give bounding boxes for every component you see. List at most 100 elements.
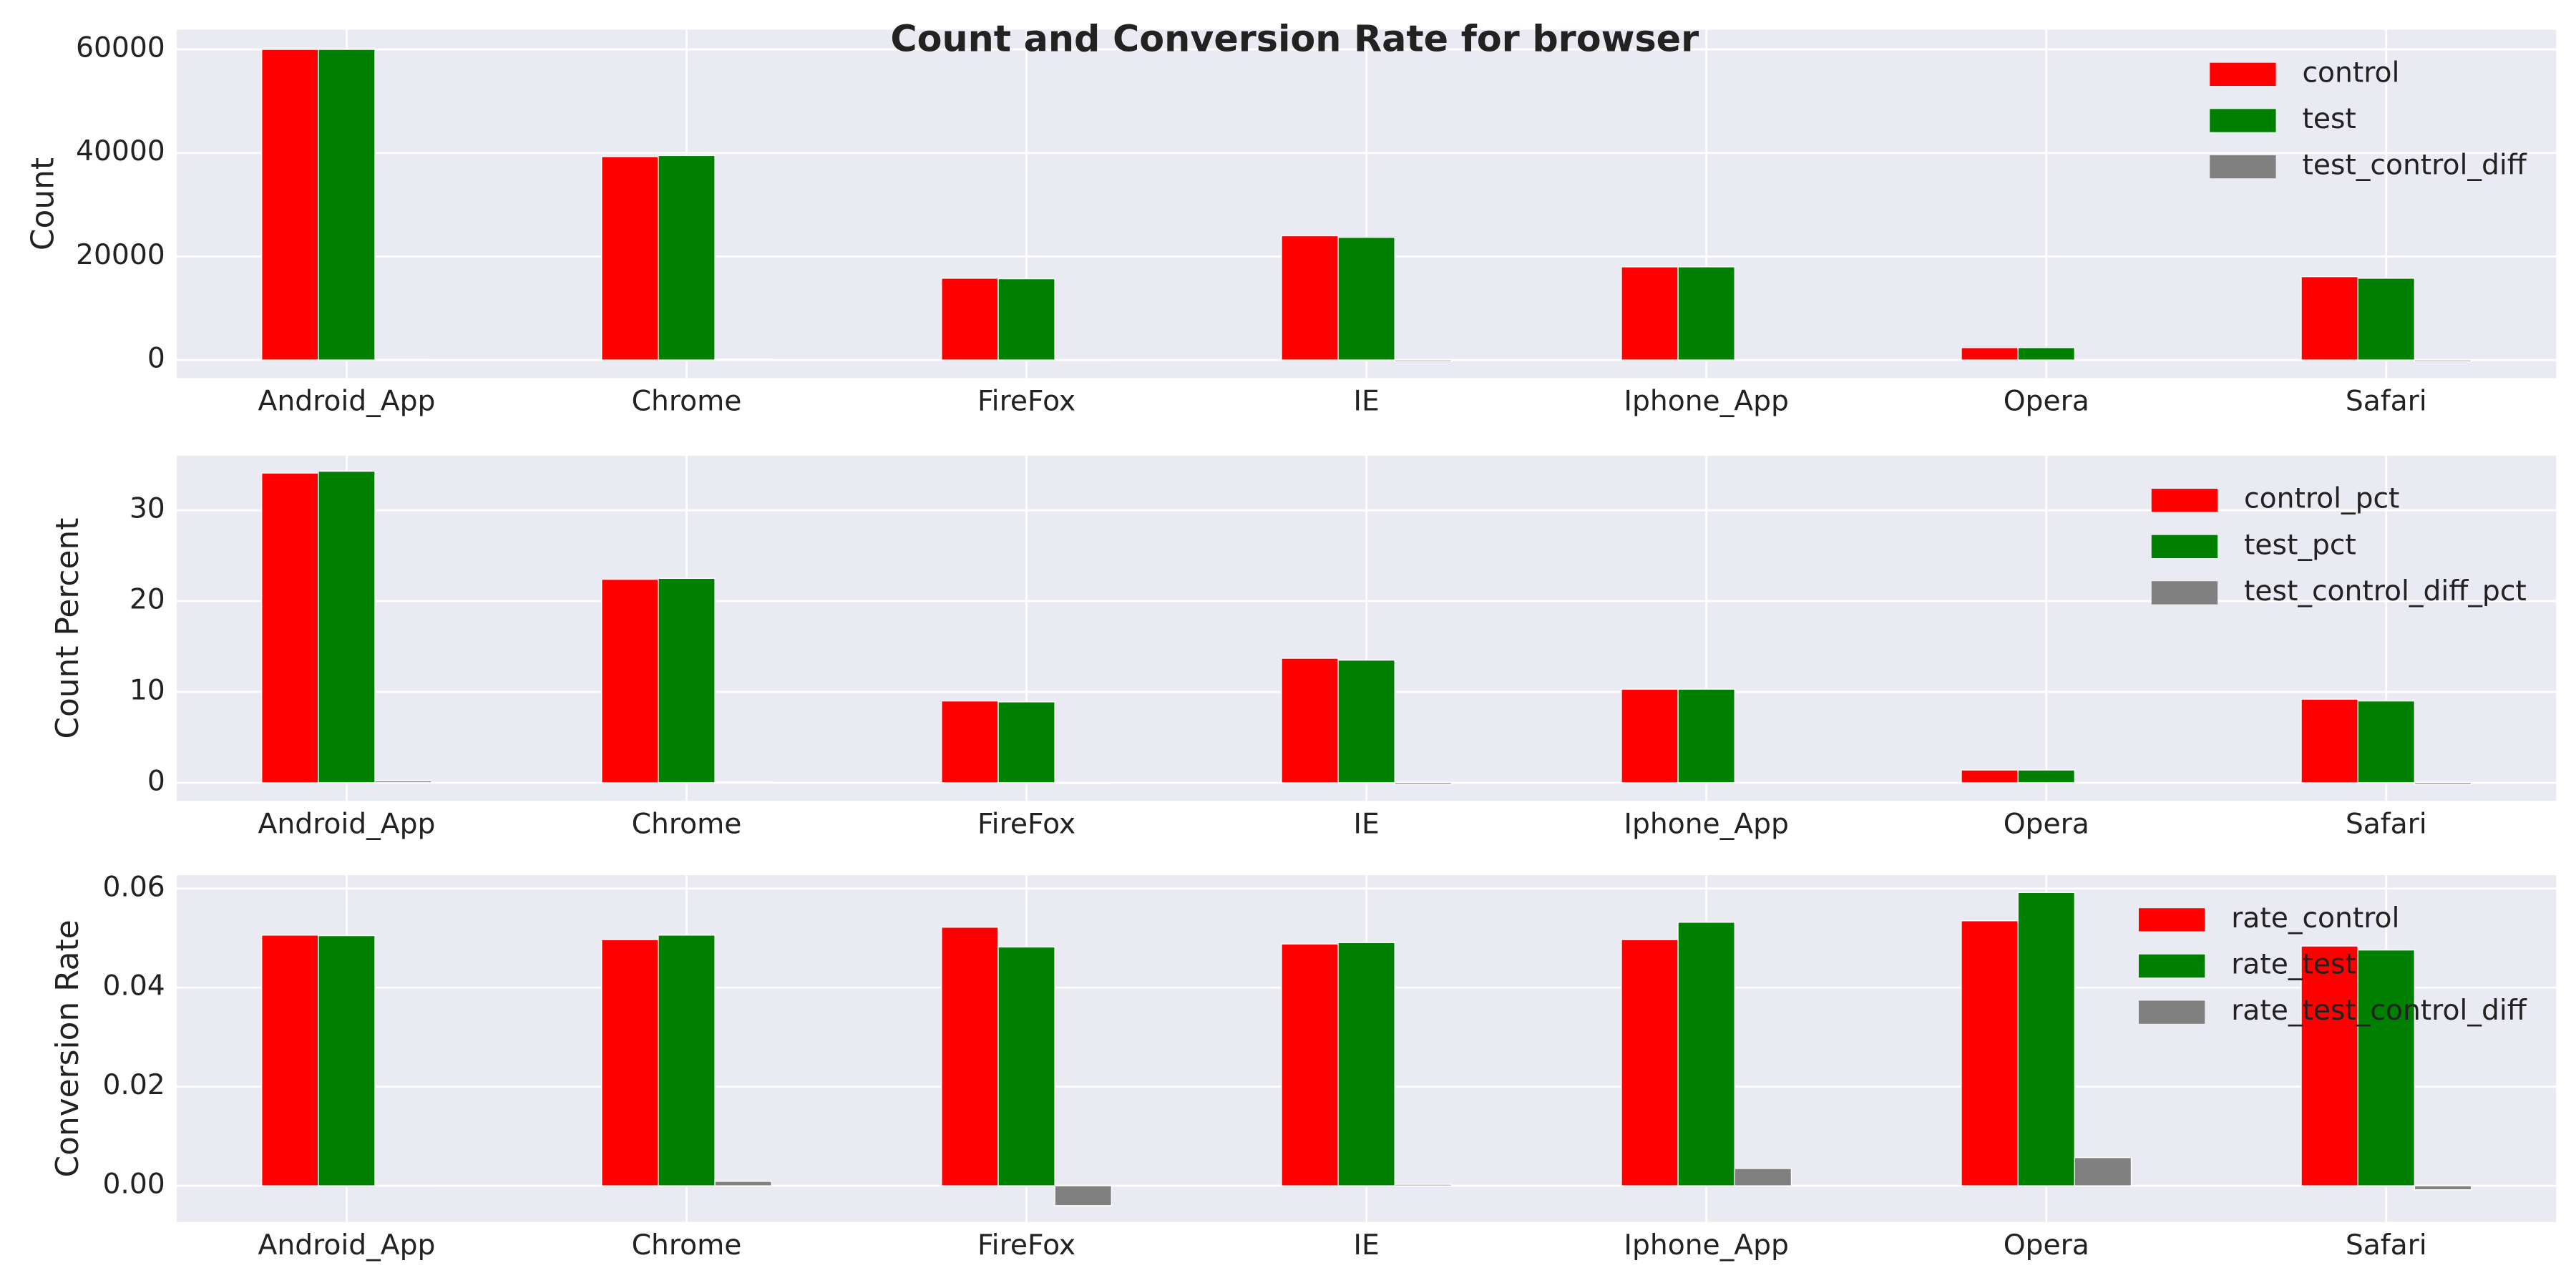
y-tick-label: 30 bbox=[130, 493, 165, 525]
y-axis-label: Count Percent bbox=[49, 518, 86, 739]
bar bbox=[1337, 236, 1395, 361]
x-tick-label: IE bbox=[1353, 1229, 1379, 1262]
bar bbox=[1281, 658, 1339, 784]
bar bbox=[2074, 1156, 2132, 1186]
bar bbox=[374, 358, 432, 361]
bar bbox=[1054, 782, 1113, 784]
x-tick-label: Chrome bbox=[632, 808, 742, 840]
legend: rate_control rate_test rate_test_control_d… bbox=[2138, 902, 2527, 1027]
bar bbox=[2301, 698, 2358, 784]
legend-label: rate_control bbox=[2231, 902, 2399, 935]
bar bbox=[601, 156, 659, 361]
y-tick-label: 60000 bbox=[76, 32, 165, 64]
x-tick-label: Opera bbox=[2004, 386, 2089, 418]
y-tick-label: 40000 bbox=[76, 135, 165, 167]
bar bbox=[601, 578, 659, 784]
bar bbox=[941, 927, 999, 1186]
bar bbox=[2357, 700, 2416, 784]
x-tick-label: Iphone_App bbox=[1624, 1229, 1789, 1262]
bar bbox=[1677, 922, 1735, 1186]
bar bbox=[2414, 1185, 2472, 1191]
bar bbox=[1961, 920, 2019, 1186]
x-tick-label: FireFox bbox=[977, 808, 1075, 840]
bar bbox=[714, 781, 772, 784]
legend-label: control bbox=[2302, 57, 2399, 89]
y-tick-label: 0.04 bbox=[102, 970, 165, 1002]
legend-label: rate_test_control_diff bbox=[2231, 995, 2527, 1027]
x-tick-label: Chrome bbox=[632, 1229, 742, 1262]
x-tick-label: FireFox bbox=[977, 386, 1075, 418]
subplot: 0.00 0.02 0.04 0.06 Android_App Chrome FireFox… bbox=[49, 871, 2557, 1262]
bar bbox=[2017, 892, 2076, 1186]
y-tick-label: 20 bbox=[130, 584, 165, 616]
x-tick-label: Android_App bbox=[258, 808, 436, 840]
bar bbox=[1337, 659, 1395, 784]
bar bbox=[374, 780, 432, 784]
x-tick-label: FireFox bbox=[977, 1229, 1075, 1262]
subplot: 0 10 20 30 Android_App Chrome FireFox IE Iphone_… bbox=[49, 455, 2557, 840]
x-tick-label: Iphone_App bbox=[1624, 808, 1789, 840]
bar bbox=[1734, 1168, 1792, 1186]
y-axis-label: Count bbox=[24, 157, 61, 250]
bar bbox=[2301, 275, 2358, 361]
legend-label: rate_test bbox=[2231, 949, 2356, 981]
bar bbox=[260, 935, 319, 1186]
legend-swatch bbox=[2151, 489, 2218, 512]
bar bbox=[1054, 1185, 1113, 1206]
bar bbox=[1677, 688, 1735, 784]
bar bbox=[2301, 945, 2358, 1186]
bar bbox=[318, 470, 376, 784]
bar bbox=[260, 49, 319, 361]
y-tick-label: 0.02 bbox=[102, 1069, 165, 1101]
y-tick-label: 10 bbox=[130, 674, 165, 706]
bar bbox=[2414, 359, 2472, 363]
bar bbox=[1961, 769, 2019, 784]
bar bbox=[1054, 359, 1113, 361]
bar bbox=[1621, 688, 1679, 784]
bar bbox=[1621, 939, 1679, 1186]
legend: control test test_control_diff bbox=[2210, 57, 2527, 182]
x-tick-label: Chrome bbox=[632, 386, 742, 418]
x-tick-label: IE bbox=[1353, 808, 1379, 840]
y-tick-label: 0.00 bbox=[102, 1169, 165, 1201]
bar bbox=[1394, 359, 1453, 363]
y-tick-label: 20000 bbox=[76, 239, 165, 271]
bar bbox=[2414, 782, 2472, 786]
bar bbox=[941, 278, 999, 361]
legend-swatch bbox=[2151, 535, 2218, 558]
legend-swatch bbox=[2210, 109, 2276, 132]
legend-swatch bbox=[2138, 908, 2205, 932]
bar bbox=[658, 935, 716, 1186]
legend-label: test_pct bbox=[2244, 529, 2356, 561]
y-tick-label: 0.06 bbox=[102, 871, 165, 903]
bar bbox=[1394, 1184, 1453, 1186]
bar bbox=[601, 939, 659, 1186]
bar bbox=[1394, 782, 1453, 786]
legend-swatch bbox=[2210, 155, 2276, 179]
y-axis-label: Conversion Rate bbox=[49, 919, 86, 1177]
bar bbox=[318, 935, 376, 1186]
x-tick-label: Opera bbox=[2004, 1229, 2089, 1262]
x-tick-label: Iphone_App bbox=[1624, 386, 1789, 418]
x-tick-label: Safari bbox=[2346, 386, 2427, 418]
figure-title: Count and Conversion Rate for browser bbox=[890, 18, 1699, 60]
y-tick-label: 0 bbox=[147, 765, 165, 797]
bar bbox=[714, 358, 772, 361]
legend-label: control_pct bbox=[2244, 483, 2399, 515]
x-tick-label: IE bbox=[1353, 386, 1379, 418]
y-tick-label: 0 bbox=[147, 343, 165, 375]
bar bbox=[1621, 266, 1679, 361]
bar bbox=[318, 49, 376, 361]
legend-label: test_control_diff bbox=[2302, 150, 2527, 182]
bar bbox=[941, 700, 999, 784]
bar bbox=[997, 701, 1055, 784]
legend-swatch bbox=[2138, 1000, 2205, 1024]
bar bbox=[2017, 347, 2076, 361]
legend-swatch bbox=[2138, 954, 2205, 978]
bar bbox=[2357, 949, 2416, 1186]
bar bbox=[997, 946, 1055, 1186]
bar bbox=[2017, 769, 2076, 784]
bar bbox=[658, 577, 716, 784]
bar bbox=[260, 472, 319, 784]
x-tick-label: Safari bbox=[2346, 1229, 2427, 1262]
